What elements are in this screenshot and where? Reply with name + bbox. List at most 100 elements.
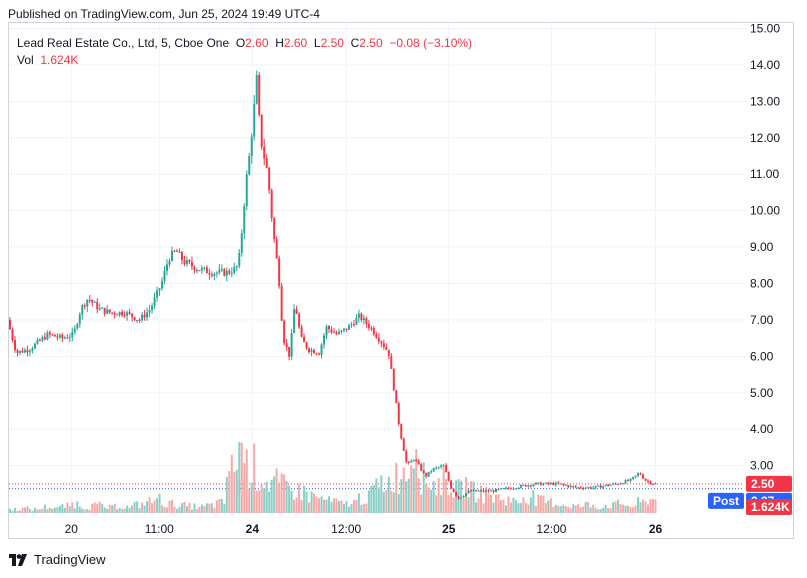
volume-bar [116, 509, 119, 513]
candle-body [328, 326, 331, 330]
last-price-label: 2.50 [751, 477, 775, 491]
volume-bar [66, 502, 69, 513]
candle-body [612, 483, 615, 485]
candle-body [293, 309, 296, 334]
y-tick-label: 15.00 [750, 21, 780, 35]
y-tick-label: 12.00 [750, 131, 780, 145]
volume-bar [514, 500, 517, 513]
volume-bar [158, 493, 161, 513]
tradingview-brand[interactable]: TradingView [9, 552, 106, 567]
volume-bar [617, 499, 620, 513]
volume-bar [415, 449, 418, 513]
volume-bar [412, 468, 415, 513]
volume-bar [310, 491, 313, 513]
price-labels: 2.502.37Post1.624K [708, 475, 792, 515]
volume-bar [273, 476, 276, 513]
candle-body [472, 489, 475, 492]
volume-bar [275, 468, 278, 513]
volume-bar [86, 509, 89, 513]
candle-body [335, 332, 338, 334]
candle-body [557, 482, 560, 484]
volume-bar [649, 499, 652, 513]
volume-bar [170, 499, 173, 513]
candle-body [360, 313, 363, 321]
volume-bar [562, 504, 565, 513]
candle-body [310, 350, 313, 352]
candle-body [23, 349, 26, 353]
volume-bar [629, 507, 632, 513]
candle-body [175, 250, 178, 252]
published-caption: Published on TradingView.com, Jun 25, 20… [8, 7, 320, 21]
candle-body [143, 314, 146, 318]
volume-bar [240, 442, 243, 513]
candle-body [537, 482, 540, 484]
volume-bar [16, 510, 19, 513]
candle-body [554, 482, 557, 486]
volume-bar [350, 503, 353, 513]
candle-body [173, 250, 176, 252]
volume-bar [265, 481, 268, 513]
volume-bar [180, 503, 183, 513]
volume-bar [589, 507, 592, 513]
volume-bar [554, 505, 557, 513]
volume-bar [607, 508, 610, 513]
volume-bar [123, 508, 126, 513]
candle-body [407, 461, 410, 463]
volume-bar [243, 463, 246, 513]
candle-body [517, 487, 520, 489]
volume-bar [178, 507, 181, 513]
candle-body [512, 488, 515, 490]
candle-body [108, 309, 111, 313]
volume-bar [315, 496, 318, 513]
candle-body [405, 450, 408, 462]
volume-bar [268, 491, 271, 513]
volume-bar [619, 504, 622, 513]
candle-body [81, 305, 84, 315]
y-tick-label: 11.00 [750, 167, 779, 181]
candle-body [617, 483, 620, 485]
candle-body [193, 266, 196, 271]
candle-body [470, 490, 473, 492]
volume-bar [632, 507, 635, 513]
candle-body [367, 323, 370, 328]
price-chart[interactable]: 15.00 14.00 13.00 12.00 11.00 10.00 9.00 8.00 7.… [0, 0, 807, 545]
volume-bar [539, 495, 542, 513]
candle-body [36, 339, 39, 344]
volume-bar [73, 508, 76, 513]
volume-bar [136, 501, 139, 513]
volume-bar [280, 473, 283, 513]
volume-bar [33, 507, 36, 513]
candle-body [86, 299, 89, 307]
volume-bar [113, 503, 116, 513]
brand-name: TradingView [34, 552, 106, 567]
volume-bar [255, 490, 258, 513]
volume-bar [290, 490, 293, 513]
legend-ohlc-row: Lead Real Estate Co., Ltd, 5, Cboe One O… [17, 35, 472, 52]
volume-bar [285, 481, 288, 513]
volume-bar [43, 504, 46, 513]
candle-body [634, 475, 637, 477]
volume-bar [56, 507, 59, 513]
candle-body [76, 324, 79, 329]
volume-bar [347, 506, 350, 513]
volume-bar [215, 500, 218, 513]
candle-body [263, 147, 266, 159]
candle-body [477, 490, 480, 492]
volume-bar [156, 498, 159, 513]
volume-bar [377, 487, 380, 513]
volume-bar [330, 501, 333, 513]
volume-bar [205, 503, 208, 513]
volume-bar [612, 502, 615, 513]
chart-grid [9, 23, 746, 513]
candle-body [524, 485, 527, 487]
volume-price-label-box [746, 499, 792, 515]
volume-bar [141, 502, 144, 513]
candle-body [574, 486, 577, 488]
y-tick-label: 10.00 [750, 204, 780, 218]
price-axis[interactable]: 15.00 14.00 13.00 12.00 11.00 10.00 9.00 8.00 7.… [750, 21, 780, 472]
volume-bar [579, 507, 582, 513]
volume-bar [435, 495, 438, 513]
volume-bar [41, 508, 44, 513]
time-axis[interactable]: 20 11:00 24 12:00 25 12:00 26 [65, 522, 663, 536]
volume-bar [430, 489, 433, 513]
